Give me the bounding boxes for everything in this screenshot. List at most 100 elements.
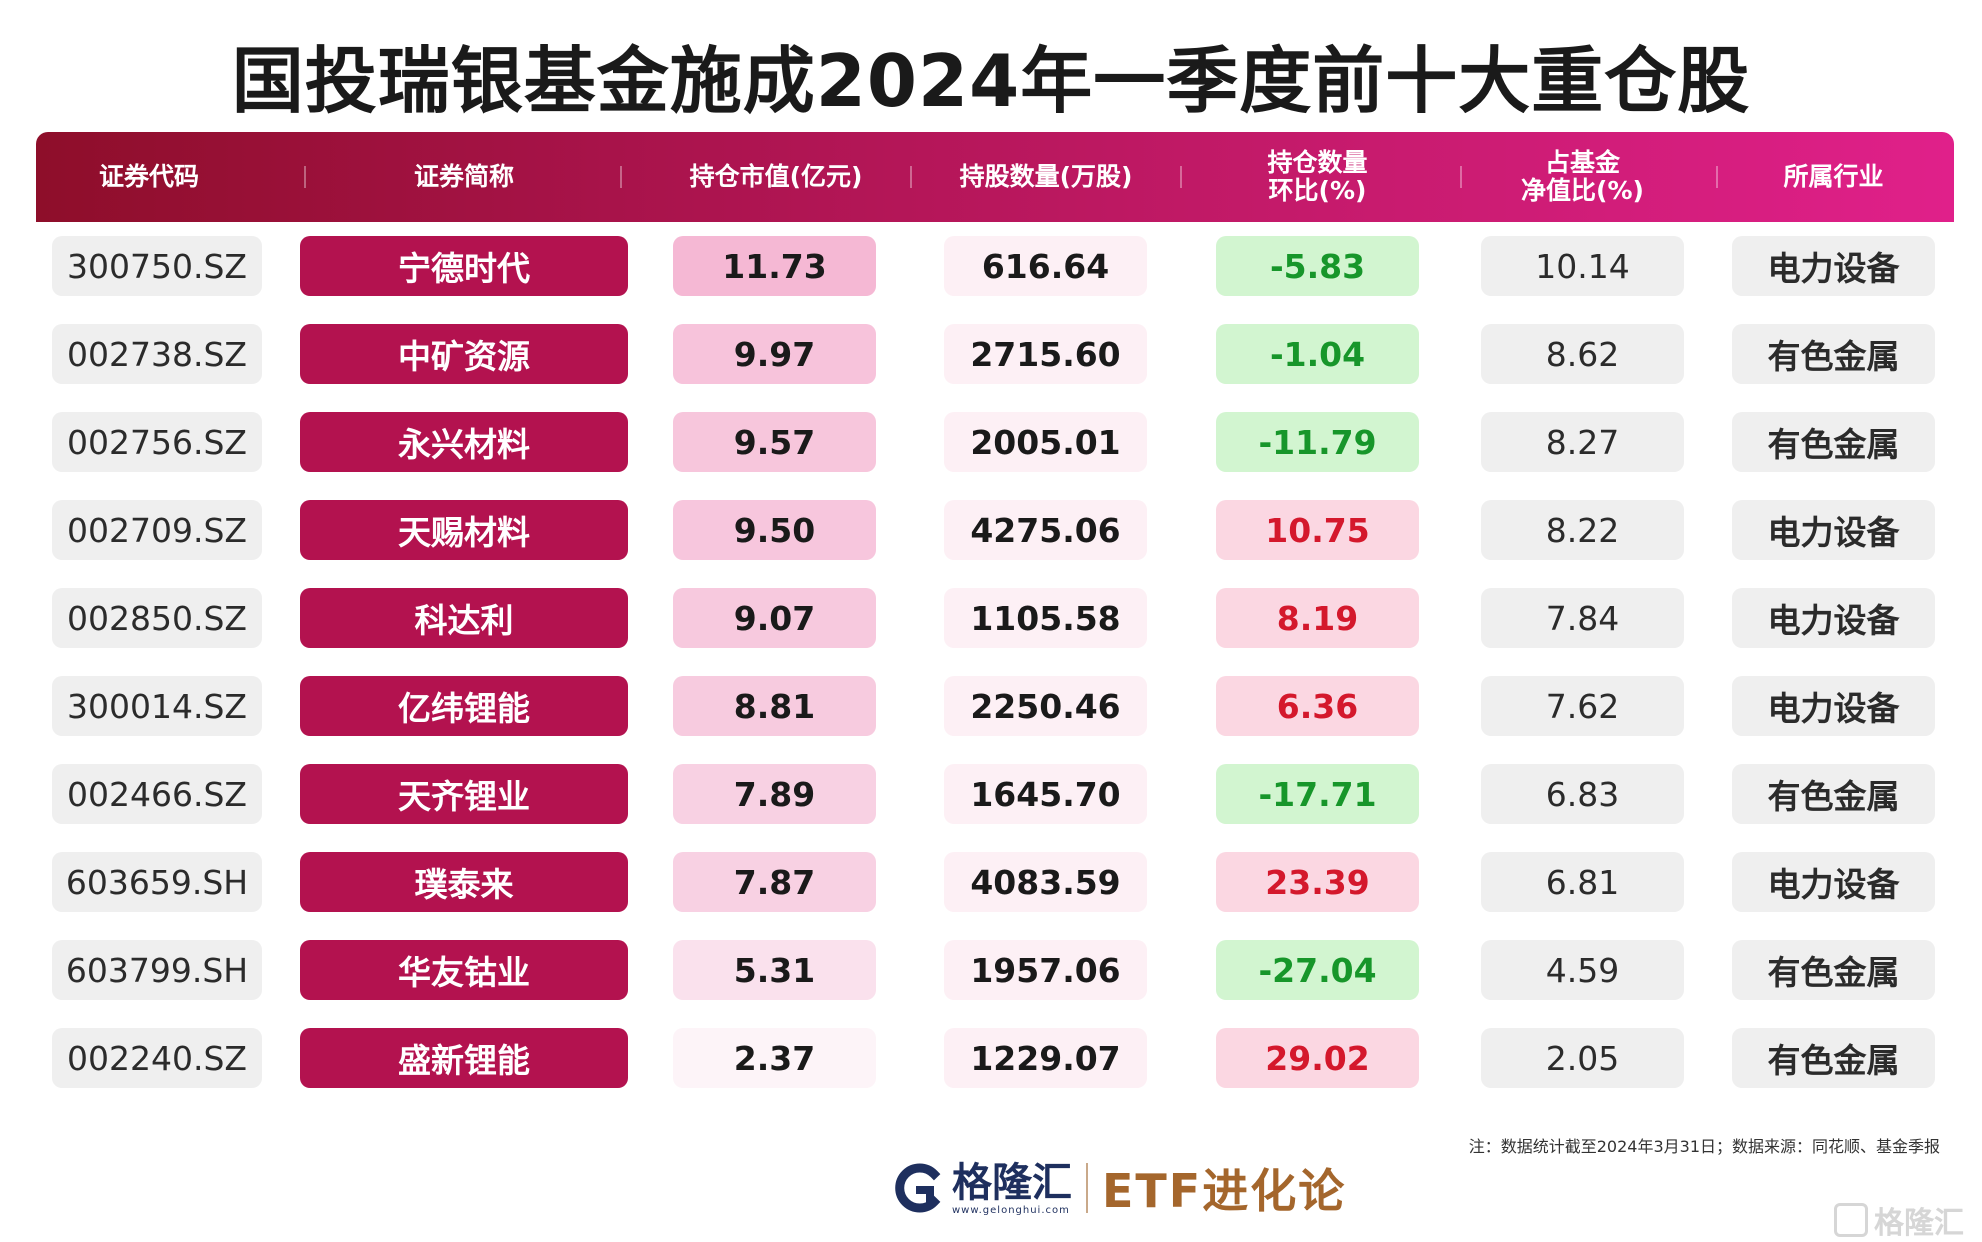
table-row: 300014.SZ 亿纬锂能 8.81 2250.46 6.36 7.62 电力设备 [0,676,1982,738]
cell-value: 9.57 [673,412,876,472]
cell-change: -27.04 [1216,940,1419,1000]
cell-code: 002240.SZ [52,1028,262,1088]
cell-name: 科达利 [300,588,628,648]
column-header-label: 所属行业 [1783,162,1884,191]
cell-change: -11.79 [1216,412,1419,472]
column-header-name: 证券简称 [300,132,628,222]
table-row: 603659.SH 璞泰来 7.87 4083.59 23.39 6.81 电力设备 [0,852,1982,914]
watermark-logo-icon [1834,1203,1868,1237]
cell-change: 10.75 [1216,500,1419,560]
cell-industry: 电力设备 [1732,676,1935,736]
cell-qty: 2250.46 [944,676,1147,736]
cell-code: 603659.SH [52,852,262,912]
cell-name: 中矿资源 [300,324,628,384]
cell-change: 29.02 [1216,1028,1419,1088]
cell-qty: 616.64 [944,236,1147,296]
cell-pct: 10.14 [1481,236,1684,296]
cell-industry: 有色金属 [1732,1028,1935,1088]
column-header-industry: 所属行业 [1732,132,1935,222]
cell-qty: 1105.58 [944,588,1147,648]
cell-change: -1.04 [1216,324,1419,384]
cell-pct: 7.62 [1481,676,1684,736]
header-divider [620,166,622,188]
cell-name: 璞泰来 [300,852,628,912]
cell-industry: 有色金属 [1732,940,1935,1000]
cell-qty: 4275.06 [944,500,1147,560]
gelonghui-logo-icon [890,1162,942,1214]
cell-value: 5.31 [673,940,876,1000]
cell-qty: 1229.07 [944,1028,1147,1088]
column-header-label: 证券简称 [413,162,514,191]
table-row: 002756.SZ 永兴材料 9.57 2005.01 -11.79 8.27 有色金属 [0,412,1982,474]
cell-value: 7.89 [673,764,876,824]
column-header-pct: 占基金 净值比(%) [1481,132,1684,222]
header-divider [910,166,912,188]
cell-change: -5.83 [1216,236,1419,296]
cell-code: 002850.SZ [52,588,262,648]
cell-name: 亿纬锂能 [300,676,628,736]
column-header-label-2: 净值比(%) [1521,176,1644,205]
cell-value: 9.50 [673,500,876,560]
cell-code: 603799.SH [52,940,262,1000]
column-header-change: 持仓数量 环比(%) [1216,132,1419,222]
column-header-label-2: 环比(%) [1268,176,1367,205]
logo-text: 格隆汇 www.gelonghui.com [952,1161,1072,1216]
cell-value: 8.81 [673,676,876,736]
cell-industry: 电力设备 [1732,500,1935,560]
cell-pct: 6.81 [1481,852,1684,912]
data-source-note: 注：数据统计截至2024年3月31日；数据来源：同花顺、基金季报 [1468,1137,1940,1156]
table-row: 002709.SZ 天赐材料 9.50 4275.06 10.75 8.22 电力设备 [0,500,1982,562]
column-header-value: 持仓市值(亿元) [656,132,896,222]
table-row: 002466.SZ 天齐锂业 7.89 1645.70 -17.71 6.83 有色金属 [0,764,1982,826]
cell-industry: 有色金属 [1732,324,1935,384]
header-divider [1716,166,1718,188]
cell-pct: 8.62 [1481,324,1684,384]
cell-pct: 7.84 [1481,588,1684,648]
cell-pct: 8.22 [1481,500,1684,560]
brand-name: ETF进化论 [1102,1164,1347,1218]
cell-industry: 电力设备 [1732,588,1935,648]
cell-industry: 电力设备 [1732,852,1935,912]
cell-name: 华友钴业 [300,940,628,1000]
watermark-text: 格隆汇 [1874,1206,1964,1241]
cell-code: 002466.SZ [52,764,262,824]
cell-pct: 6.83 [1481,764,1684,824]
cell-qty: 4083.59 [944,852,1147,912]
footer-brand: 格隆汇 www.gelonghui.com ETF进化论 [890,1152,1346,1224]
cell-qty: 2715.60 [944,324,1147,384]
cell-name: 天赐材料 [300,500,628,560]
column-header-label: 占基金 [1544,148,1620,177]
cell-value: 11.73 [673,236,876,296]
cell-code: 002738.SZ [52,324,262,384]
table-row: 002240.SZ 盛新锂能 2.37 1229.07 29.02 2.05 有色金属 [0,1028,1982,1090]
table-row: 002738.SZ 中矿资源 9.97 2715.60 -1.04 8.62 有色金属 [0,324,1982,386]
cell-pct: 8.27 [1481,412,1684,472]
column-header-label: 持股数量(万股) [959,162,1133,191]
cell-name: 盛新锂能 [300,1028,628,1088]
cell-value: 9.97 [673,324,876,384]
cell-change: 6.36 [1216,676,1419,736]
header-divider [1460,166,1462,188]
column-header-code: 证券代码 [36,132,262,222]
cell-value: 7.87 [673,852,876,912]
footer-divider [1086,1163,1088,1213]
column-header-label: 持仓市值(亿元) [689,162,863,191]
table-row: 002850.SZ 科达利 9.07 1105.58 8.19 7.84 电力设备 [0,588,1982,650]
table-row: 300750.SZ 宁德时代 11.73 616.64 -5.83 10.14 电力设备 [0,236,1982,298]
watermark: 格隆汇 [1834,1198,1964,1242]
logo-url: www.gelonghui.com [952,1204,1070,1216]
cell-code: 300014.SZ [52,676,262,736]
cell-name: 永兴材料 [300,412,628,472]
column-header-qty: 持股数量(万股) [926,132,1166,222]
cell-name: 宁德时代 [300,236,628,296]
cell-industry: 电力设备 [1732,236,1935,296]
cell-industry: 有色金属 [1732,764,1935,824]
cell-pct: 2.05 [1481,1028,1684,1088]
header-divider [1180,166,1182,188]
cell-code: 002756.SZ [52,412,262,472]
cell-value: 9.07 [673,588,876,648]
column-header-label: 持仓数量 [1267,148,1368,177]
header-divider [304,166,306,188]
cell-industry: 有色金属 [1732,412,1935,472]
cell-name: 天齐锂业 [300,764,628,824]
